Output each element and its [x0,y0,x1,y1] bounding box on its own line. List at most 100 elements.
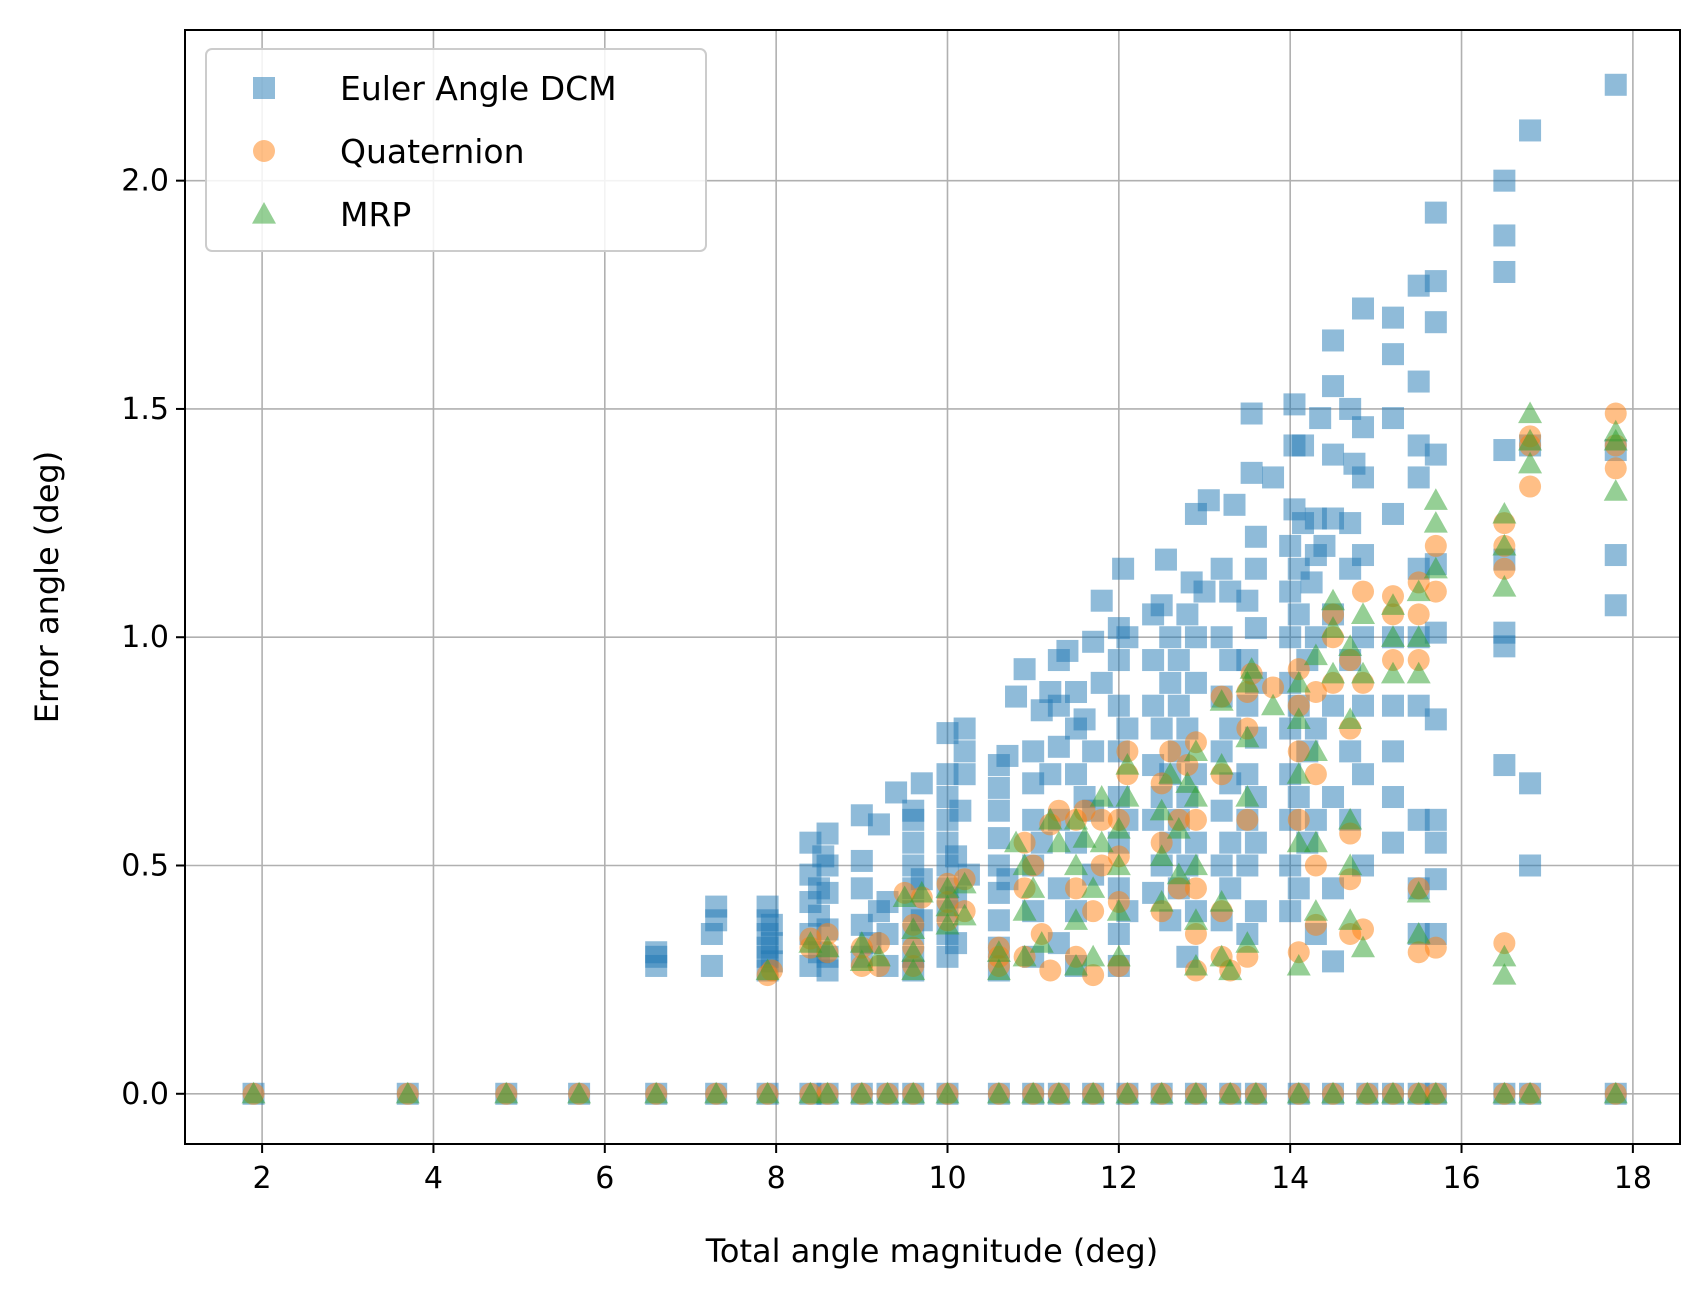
data-point-square [1240,402,1263,425]
data-point-circle [1090,854,1113,877]
data-point-triangle [1106,853,1131,876]
data-point-circle [1424,534,1447,557]
x-tick-label: 2 [253,1161,272,1196]
data-point-triangle [1029,931,1054,953]
data-point-square [1073,708,1096,731]
data-point-triangle [395,1081,420,1104]
data-point-square [1339,512,1362,535]
data-point-circle [1090,808,1113,831]
data-point-triangle [952,871,977,894]
data-point-circle [1519,475,1542,498]
data-point-square [1107,922,1130,945]
data-point-circle [1304,854,1327,877]
data-point-square [1244,831,1267,854]
data-point-square [705,895,728,918]
data-point-circle [1236,808,1259,831]
data-point-square [1030,831,1053,854]
data-point-square [949,799,972,822]
data-point-triangle [1338,853,1363,876]
data-point-triangle [1046,1081,1071,1104]
data-point-square [1493,439,1516,462]
data-point-square [1236,589,1259,612]
data-point-triangle [1012,944,1037,967]
data-point-square [1210,854,1233,877]
data-point-triangle [1380,1081,1405,1104]
data-point-square [902,799,925,822]
data-point-triangle [1064,853,1089,876]
data-point-square [1150,594,1173,617]
data-point-circle [1493,557,1516,580]
data-point-square [760,932,783,955]
data-point-triangle [1351,935,1376,958]
data-point-triangle [494,1081,519,1104]
data-point-square [1219,649,1242,672]
data-point-triangle [1492,944,1517,967]
y-tick-label: 0.5 [121,849,169,884]
data-point-square [1219,831,1242,854]
data-point-triangle [1518,401,1543,424]
data-point-triangle [1406,661,1431,684]
data-point-square [1519,772,1542,795]
y-tick-label: 2.0 [121,164,169,199]
data-point-triangle [1286,830,1311,853]
data-point-triangle [1603,1081,1628,1104]
data-point-triangle [909,880,934,903]
data-point-square [1287,603,1310,626]
data-point-triangle [1321,588,1346,611]
data-point-square [1047,877,1070,900]
data-point-square [1090,589,1113,612]
data-point-square [756,895,779,918]
data-point-square [1210,799,1233,822]
data-point-triangle [1492,501,1517,524]
data-point-square [1352,297,1375,320]
data-point-square [1244,557,1267,580]
data-point-triangle [1406,921,1431,944]
data-point-triangle [1158,762,1183,784]
data-point-triangle [1286,1081,1311,1104]
data-point-square [1493,169,1516,192]
data-point-triangle [1492,533,1517,556]
data-point-square [1309,407,1332,430]
legend-label: Quaternion [340,132,525,171]
data-point-square [1424,808,1447,831]
data-point-triangle [875,1081,900,1104]
data-point-circle [1287,658,1310,681]
data-point-triangle [1518,451,1543,474]
data-point-square [1142,649,1165,672]
data-point-square [1292,434,1315,457]
data-point-triangle [1321,1081,1346,1104]
data-point-triangle [1406,625,1431,647]
data-point-triangle [1321,661,1346,684]
legend-marker-square [253,77,275,99]
data-point-triangle [1355,1081,1380,1104]
data-point-square [1082,740,1105,763]
data-point-square [1322,950,1345,973]
data-point-square [1154,548,1177,571]
data-point-triangle [704,1081,729,1104]
data-point-triangle [1321,616,1346,638]
data-point-square [1279,854,1302,877]
data-point-square [1240,461,1263,484]
x-tick-label: 8 [767,1161,786,1196]
data-point-triangle [1286,670,1311,693]
legend-marker-triangle [252,202,276,224]
data-point-square [700,954,723,977]
data-point-triangle [1149,844,1174,866]
legend-marker-circle [253,140,275,162]
data-point-triangle [1218,1081,1243,1104]
data-point-triangle [567,1081,592,1104]
data-point-square [1210,557,1233,580]
data-point-triangle [1303,899,1328,921]
data-point-triangle [1149,890,1174,912]
data-point-square [1287,786,1310,809]
data-point-square [1424,201,1447,224]
series-triangle [241,401,1628,1104]
data-point-square [1519,119,1542,142]
data-point-square [987,909,1010,932]
data-point-square [1022,808,1045,831]
data-point-square [1236,763,1259,786]
data-point-square [1493,260,1516,283]
data-point-square [816,881,839,904]
data-point-triangle [798,1081,823,1104]
data-point-triangle [1235,670,1260,693]
